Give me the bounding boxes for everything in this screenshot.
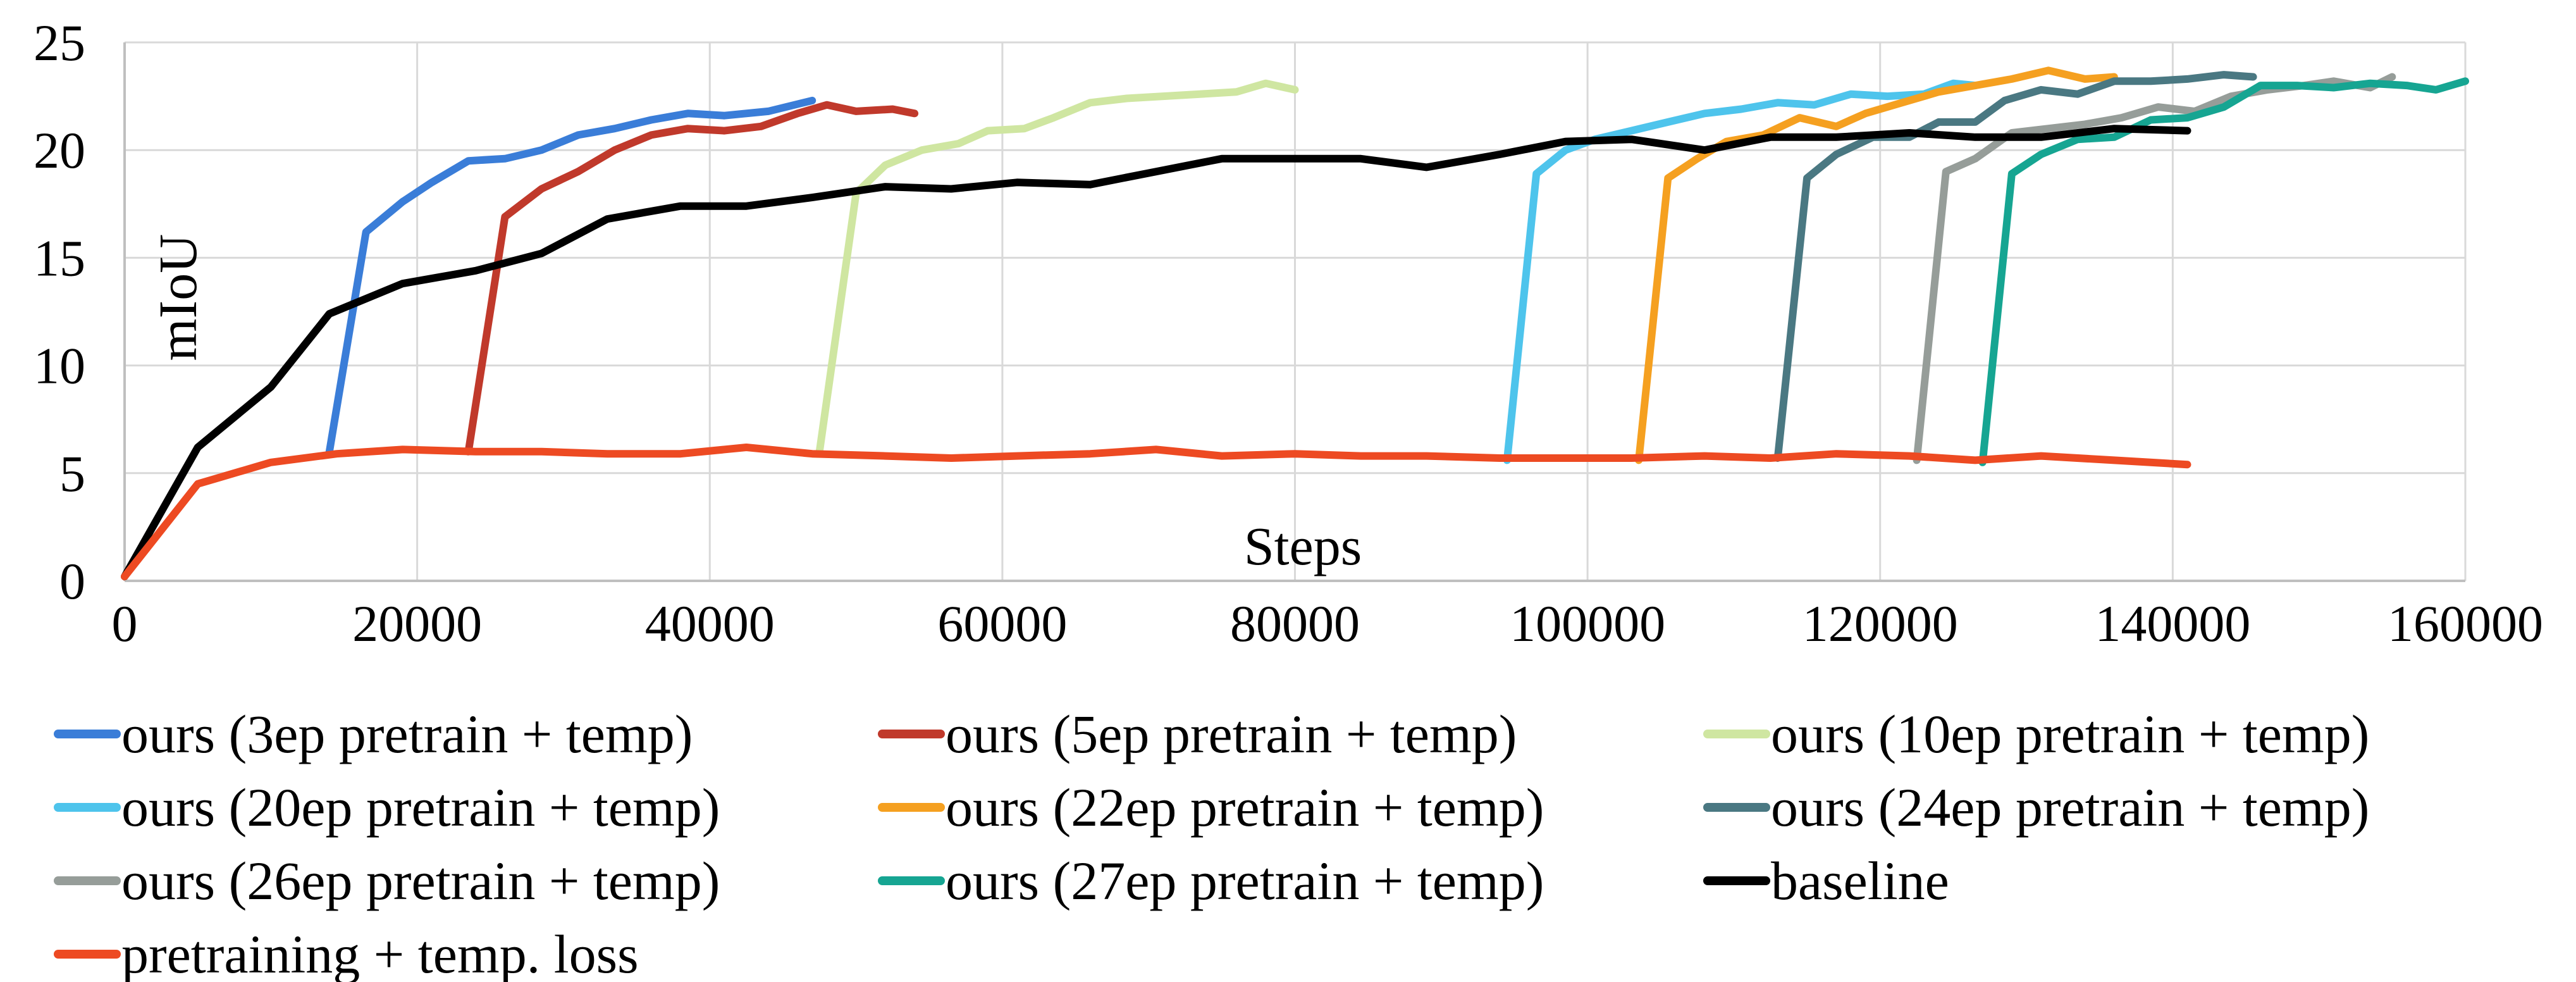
x-tick-label: 100000 [1510, 595, 1665, 652]
legend-label: pretraining + temp. loss [121, 924, 639, 982]
y-tick-label: 15 [34, 229, 85, 287]
y-tick-label: 25 [34, 14, 85, 71]
series-line-10 [121, 444, 2191, 581]
x-tick-label: 80000 [1230, 595, 1360, 652]
series-line-2 [464, 101, 919, 456]
legend: ours (3ep pretrain + temp) ours (5ep pret… [54, 704, 2369, 982]
x-tick-label: 120000 [1803, 595, 1958, 652]
grid [125, 41, 2467, 581]
y-tick-label: 0 [59, 552, 85, 610]
x-tick-label: 60000 [937, 595, 1067, 652]
legend-label: ours (22ep pretrain + temp) [946, 777, 1544, 838]
series-line-3 [815, 79, 1299, 456]
x-tick-label: 20000 [352, 595, 482, 652]
legend-label: ours (20ep pretrain + temp) [121, 777, 720, 838]
axes [123, 42, 2465, 582]
legend-label: ours (3ep pretrain + temp) [121, 704, 693, 764]
tick-labels: 0 5 10 15 20 25 0 20000 40000 60000 80000 100000 120… [34, 14, 2543, 652]
data-series [121, 66, 2469, 581]
y-axis-title: mIoU [147, 234, 208, 361]
series-line-7 [1913, 73, 2396, 464]
legend-label: ours (26ep pretrain + temp) [121, 850, 720, 911]
x-tick-label: 140000 [2095, 595, 2250, 652]
x-tick-label: 160000 [2388, 595, 2543, 652]
legend-label: ours (24ep pretrain + temp) [1771, 777, 2369, 838]
series-line-6 [1773, 71, 2257, 462]
y-tick-label: 10 [34, 337, 85, 395]
legend-label: ours (27ep pretrain + temp) [946, 850, 1544, 911]
series-line-8 [1978, 77, 2469, 466]
y-tick-label: 5 [59, 445, 85, 502]
x-tick-label: 0 [112, 595, 138, 652]
legend-label: baseline [1771, 850, 1949, 911]
x-tick-label: 40000 [645, 595, 775, 652]
series-line-1 [325, 96, 817, 456]
x-axis-title: Steps [1244, 516, 1362, 576]
legend-label: ours (5ep pretrain + temp) [946, 704, 1517, 764]
legend-label: ours (10ep pretrain + temp) [1771, 704, 2369, 764]
y-tick-label: 20 [34, 121, 85, 179]
series-line-9 [121, 125, 2191, 581]
series-line-4 [1503, 79, 1980, 464]
